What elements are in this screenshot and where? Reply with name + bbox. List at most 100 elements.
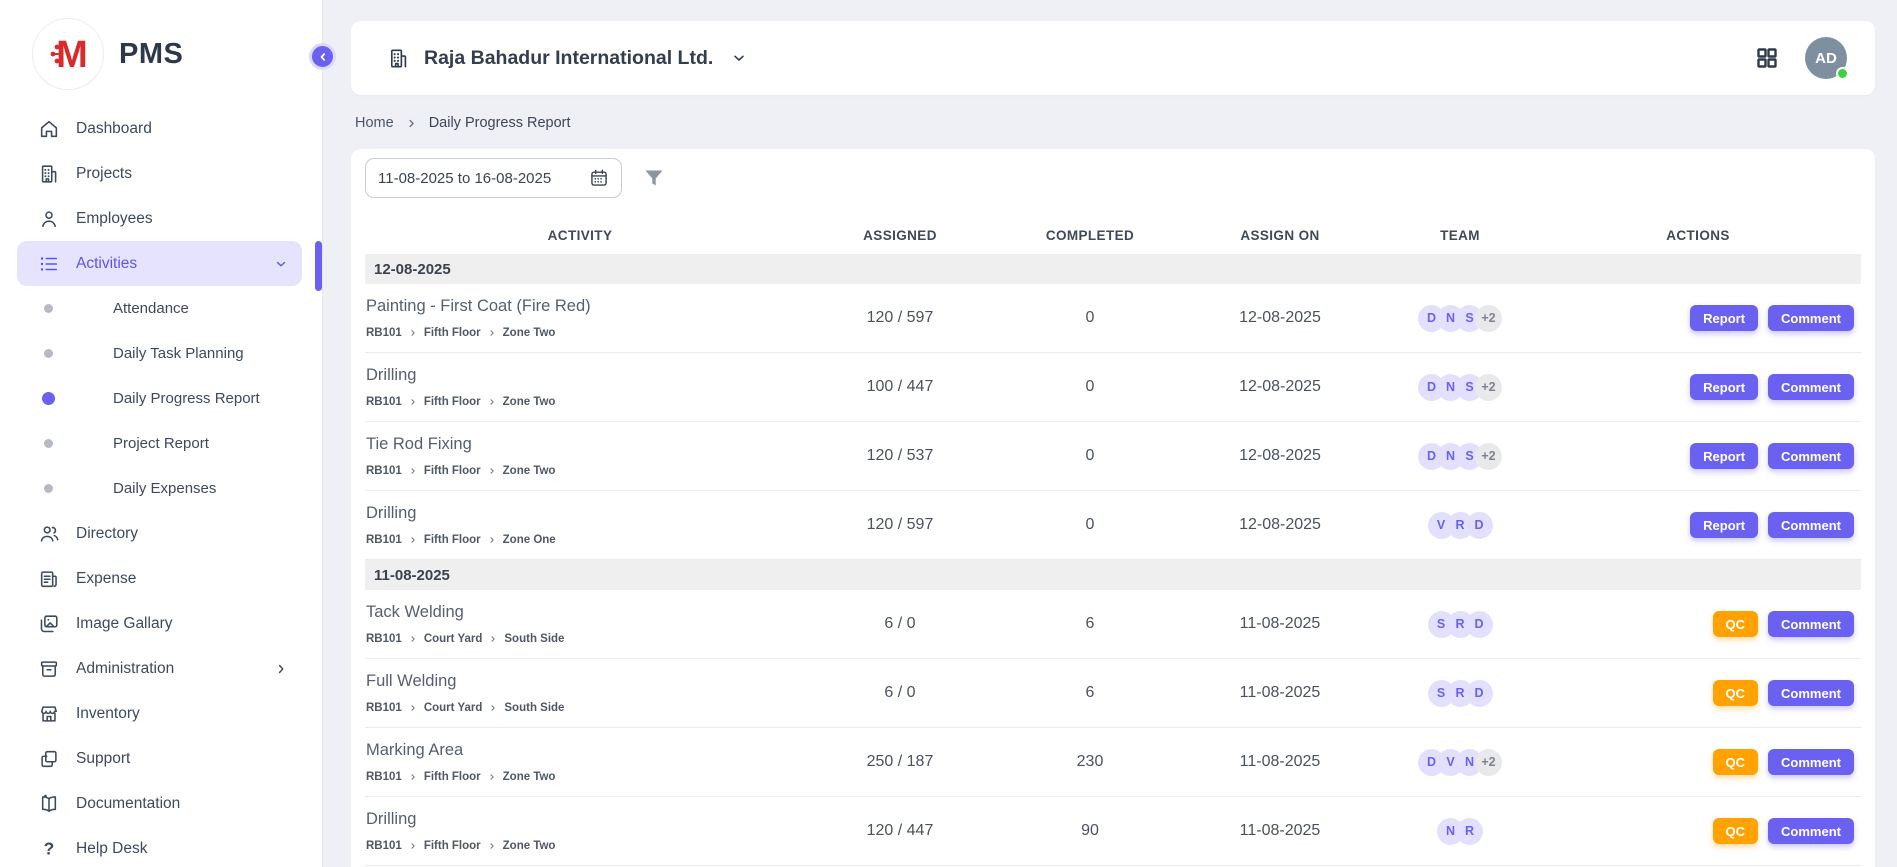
sidebar-item-label: Dashboard <box>76 120 152 138</box>
chevron-right-icon <box>409 773 417 781</box>
report-button[interactable]: Report <box>1690 512 1758 538</box>
help-icon: ? <box>38 838 60 860</box>
activity-title: Tack Welding <box>366 603 795 622</box>
assigned-value: 120 / 597 <box>795 309 1005 327</box>
sidebar: M PMS Dashboard Projects Employees Activiti… <box>0 0 323 867</box>
chevron-right-icon <box>406 118 417 129</box>
active-nav-indicator <box>315 241 322 291</box>
sidebar-item-image-gallary[interactable]: Image Gallary <box>17 601 302 646</box>
sidebar-item-daily-expenses[interactable]: Daily Expenses <box>0 466 322 511</box>
comment-button[interactable]: Comment <box>1768 443 1854 469</box>
completed-value: 6 <box>1005 615 1175 633</box>
sidebar-item-expense[interactable]: Expense <box>17 556 302 601</box>
sidebar-item-documentation[interactable]: Documentation <box>17 781 302 826</box>
comment-button[interactable]: Comment <box>1768 611 1854 637</box>
sidebar-item-daily-task-planning[interactable]: Daily Task Planning <box>0 331 322 376</box>
person-icon <box>38 208 60 230</box>
assigned-value: 120 / 447 <box>795 822 1005 840</box>
sidebar-item-employees[interactable]: Employees <box>17 196 302 241</box>
sidebar-item-attendance[interactable]: Attendance <box>0 286 322 331</box>
sidebar-item-project-report[interactable]: Project Report <box>0 421 322 466</box>
assign-on-value: 12-08-2025 <box>1175 447 1385 465</box>
bullet-icon <box>44 484 53 493</box>
chevron-right-icon <box>409 842 417 850</box>
filter-funnel-icon[interactable] <box>642 166 666 190</box>
team-cell: DNS+2 <box>1385 305 1535 332</box>
qc-button[interactable]: QC <box>1713 749 1759 775</box>
apps-grid-icon[interactable] <box>1755 46 1779 70</box>
sidebar-collapse-button[interactable] <box>309 43 336 70</box>
sidebar-item-label: Employees <box>76 210 153 228</box>
activity-path: RB101Court YardSouth Side <box>366 702 795 714</box>
sidebar-item-help-desk[interactable]: ?Help Desk <box>17 826 302 867</box>
qc-button[interactable]: QC <box>1713 611 1759 637</box>
path-segment: Zone Two <box>503 396 556 408</box>
main-area: Raja Bahadur International Ltd. AD Home … <box>323 0 1897 867</box>
sidebar-item-daily-progress-report[interactable]: Daily Progress Report <box>0 376 322 421</box>
comment-button[interactable]: Comment <box>1768 749 1854 775</box>
path-segment: Zone Two <box>503 327 556 339</box>
chevron-right-icon <box>488 398 496 406</box>
app-name: PMS <box>119 38 183 71</box>
table-row: DrillingRB101Fifth FloorZone Two120 / 44… <box>365 797 1861 866</box>
sidebar-item-label: Documentation <box>76 795 180 813</box>
path-segment: South Side <box>504 702 564 714</box>
online-status-dot <box>1836 67 1849 80</box>
activity-cell: Tack WeldingRB101Court YardSouth Side <box>365 603 795 645</box>
sidebar-item-label: Attendance <box>113 300 189 317</box>
report-button[interactable]: Report <box>1690 443 1758 469</box>
assign-on-value: 12-08-2025 <box>1175 516 1385 534</box>
company-name: Raja Bahadur International Ltd. <box>424 47 713 70</box>
comment-button[interactable]: Comment <box>1768 512 1854 538</box>
user-avatar[interactable]: AD <box>1805 37 1847 79</box>
completed-value: 230 <box>1005 753 1175 771</box>
activity-title: Drilling <box>366 504 795 523</box>
date-range-input[interactable]: 11-08-2025 to 16-08-2025 <box>365 158 622 198</box>
activity-cell: DrillingRB101Fifth FloorZone Two <box>365 810 795 852</box>
chevron-right-icon <box>409 704 417 712</box>
assign-on-value: 11-08-2025 <box>1175 684 1385 702</box>
logo-icon: M <box>32 18 104 90</box>
actions-cell: Report Comment <box>1535 443 1861 469</box>
sidebar-item-label: Project Report <box>113 435 209 452</box>
actions-cell: Report Comment <box>1535 374 1861 400</box>
chevron-right-icon <box>274 662 288 676</box>
breadcrumb-home[interactable]: Home <box>355 115 394 131</box>
sidebar-item-projects[interactable]: Projects <box>17 151 302 196</box>
date-group-header: 12-08-2025 <box>365 254 1861 284</box>
path-segment: Zone Two <box>503 465 556 477</box>
svg-text:?: ? <box>44 838 55 858</box>
table-row: DrillingRB101Fifth FloorZone Two100 / 44… <box>365 353 1861 422</box>
activity-cell: Marking AreaRB101Fifth FloorZone Two <box>365 741 795 783</box>
sidebar-item-label: Directory <box>76 525 138 543</box>
company-selector[interactable]: Raja Bahadur International Ltd. <box>387 47 747 70</box>
sidebar-item-dashboard[interactable]: Dashboard <box>17 106 302 151</box>
comment-button[interactable]: Comment <box>1768 305 1854 331</box>
team-overflow-badge: +2 <box>1475 443 1502 470</box>
path-segment: Court Yard <box>424 702 483 714</box>
qc-button[interactable]: QC <box>1713 818 1759 844</box>
col-assigned: ASSIGNED <box>795 228 1005 243</box>
table-row: Tie Rod FixingRB101Fifth FloorZone Two12… <box>365 422 1861 491</box>
assigned-value: 6 / 0 <box>795 684 1005 702</box>
col-team: TEAM <box>1385 228 1535 243</box>
comment-button[interactable]: Comment <box>1768 818 1854 844</box>
qc-button[interactable]: QC <box>1713 680 1759 706</box>
breadcrumb-current: Daily Progress Report <box>429 115 571 131</box>
sidebar-item-label: Image Gallary <box>76 615 172 633</box>
path-segment: Court Yard <box>424 633 483 645</box>
path-segment: Fifth Floor <box>424 534 481 546</box>
path-segment: RB101 <box>366 396 402 408</box>
sidebar-item-activities[interactable]: Activities <box>17 241 302 286</box>
sidebar-item-inventory[interactable]: Inventory <box>17 691 302 736</box>
content-card: 11-08-2025 to 16-08-2025 ACTIVITY ASSIGN… <box>351 149 1875 867</box>
team-avatar: D <box>1466 680 1493 707</box>
sidebar-item-directory[interactable]: Directory <box>17 511 302 556</box>
comment-button[interactable]: Comment <box>1768 680 1854 706</box>
report-button[interactable]: Report <box>1690 374 1758 400</box>
sidebar-item-administration[interactable]: Administration <box>17 646 302 691</box>
image-icon <box>38 613 60 635</box>
report-button[interactable]: Report <box>1690 305 1758 331</box>
sidebar-item-support[interactable]: Support <box>17 736 302 781</box>
comment-button[interactable]: Comment <box>1768 374 1854 400</box>
